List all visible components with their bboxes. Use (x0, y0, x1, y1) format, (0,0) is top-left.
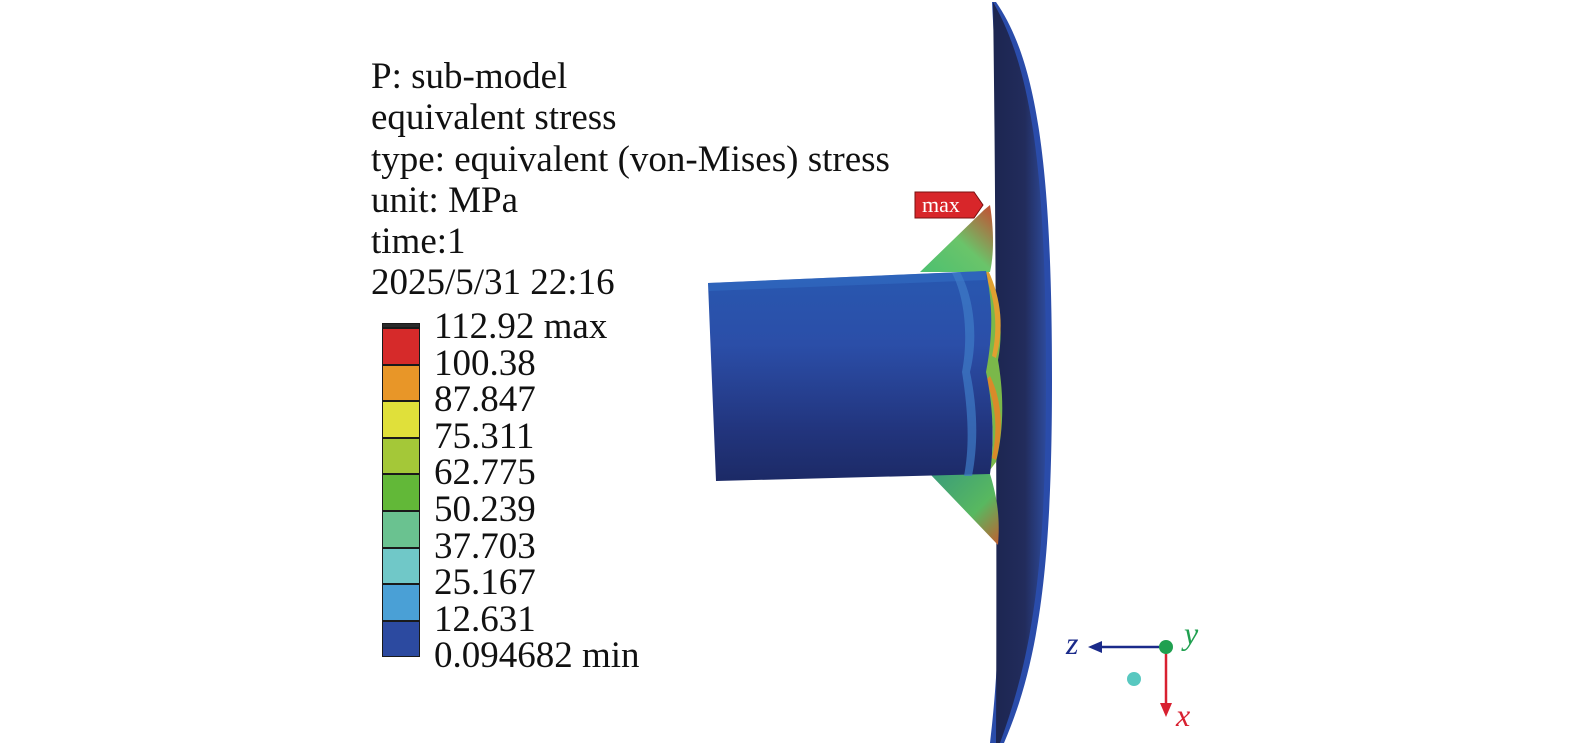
legend-label: 87.847 (434, 379, 536, 421)
legend-label: 50.239 (434, 488, 536, 530)
plate-face (993, 2, 1046, 743)
legend-label-min: 0.094682 min (434, 635, 640, 677)
max-tag-shape (914, 191, 984, 219)
axis-triad[interactable]: z y x (1060, 615, 1220, 740)
result-time: time:1 (371, 221, 466, 263)
result-name: equivalent stress (371, 97, 617, 139)
y-axis-label: y (1184, 615, 1199, 651)
legend-label: 62.775 (434, 452, 536, 494)
legend-label: 75.311 (434, 415, 535, 457)
legend-top-cap (382, 323, 420, 328)
x-axis-label: x (1176, 697, 1191, 733)
legend-label: 25.167 (434, 562, 536, 604)
legend-swatch (382, 584, 420, 621)
legend-labels: 112.92 max 100.38 87.847 75.311 62.775 5… (434, 306, 640, 677)
max-probe-tag[interactable]: max (914, 191, 984, 219)
result-timestamp: 2025/5/31 22:16 (371, 262, 615, 304)
legend-swatch (382, 547, 420, 585)
legend-label-max: 112.92 max (434, 306, 608, 347)
legend-swatch (382, 474, 420, 511)
legend-color-bar (382, 323, 420, 658)
result-unit: unit: MPa (371, 179, 518, 221)
pipe-body (708, 271, 993, 481)
legend-swatch (382, 328, 420, 365)
legend-label: 12.631 (434, 598, 536, 640)
legend-swatch (382, 437, 420, 475)
legend-swatch (382, 620, 420, 658)
legend-label: 100.38 (434, 342, 536, 384)
legend-swatch (382, 510, 420, 548)
upper-weld (920, 205, 993, 272)
legend-swatch (382, 364, 420, 402)
legend-label: 37.703 (434, 525, 536, 567)
model-viewport[interactable] (690, 0, 1070, 743)
result-type: type: equivalent (von-Mises) stress (371, 138, 890, 180)
axis-triad-arrows (1088, 640, 1173, 717)
model-name: P: sub-model (371, 56, 568, 97)
lower-weld (930, 474, 999, 545)
z-axis-label: z (1066, 625, 1079, 661)
legend-swatch (382, 401, 420, 438)
max-tag-label: max (922, 192, 960, 217)
result-info-header: P: sub-model equivalent stress type: equ… (371, 56, 890, 304)
